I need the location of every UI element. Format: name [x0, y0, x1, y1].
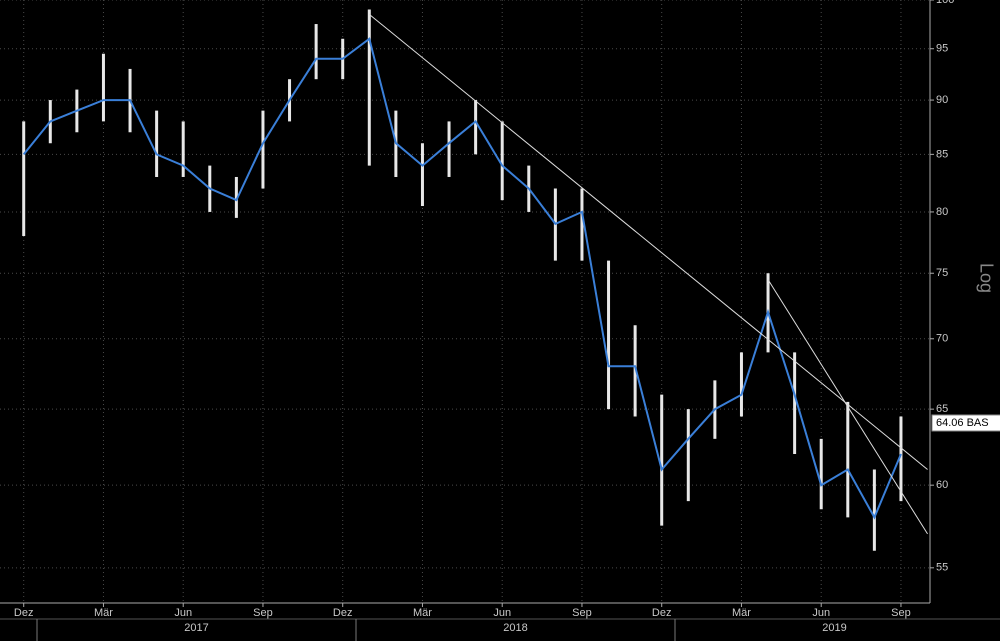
- year-label: 2019: [822, 622, 846, 634]
- y-tick-label: 85: [936, 148, 948, 160]
- y-tick-label: 100: [936, 0, 954, 6]
- y-tick-label: 65: [936, 403, 948, 415]
- x-tick-label: Sep: [253, 607, 273, 619]
- last-price-box: [931, 414, 1000, 432]
- y-tick-label: 60: [936, 479, 948, 491]
- x-tick-label: Dez: [652, 607, 672, 619]
- y-tick-label: 80: [936, 206, 948, 218]
- trendline: [368, 13, 928, 470]
- x-tick-label: Dez: [333, 607, 353, 619]
- year-label: 2017: [184, 622, 208, 634]
- x-tick-label: Mär: [413, 607, 432, 619]
- x-tick-label: Jun: [812, 607, 830, 619]
- x-tick-label: Dez: [14, 607, 34, 619]
- x-tick-label: Mär: [732, 607, 751, 619]
- x-tick-label: Sep: [891, 607, 911, 619]
- last-price-label: 64.06 BAS: [936, 417, 989, 429]
- year-label: 2018: [503, 622, 527, 634]
- x-tick-label: Mär: [94, 607, 113, 619]
- y-tick-label: 75: [936, 267, 948, 279]
- y-tick-label: 95: [936, 43, 948, 55]
- x-tick-label: Jun: [174, 607, 192, 619]
- x-tick-label: Jun: [493, 607, 511, 619]
- y-tick-label: 70: [936, 333, 948, 345]
- x-tick-label: Sep: [572, 607, 592, 619]
- y-tick-label: 55: [936, 562, 948, 574]
- y-tick-label: 90: [936, 94, 948, 106]
- axis-label: Log: [976, 263, 996, 293]
- trendline: [767, 279, 928, 535]
- price-line: [22, 37, 902, 520]
